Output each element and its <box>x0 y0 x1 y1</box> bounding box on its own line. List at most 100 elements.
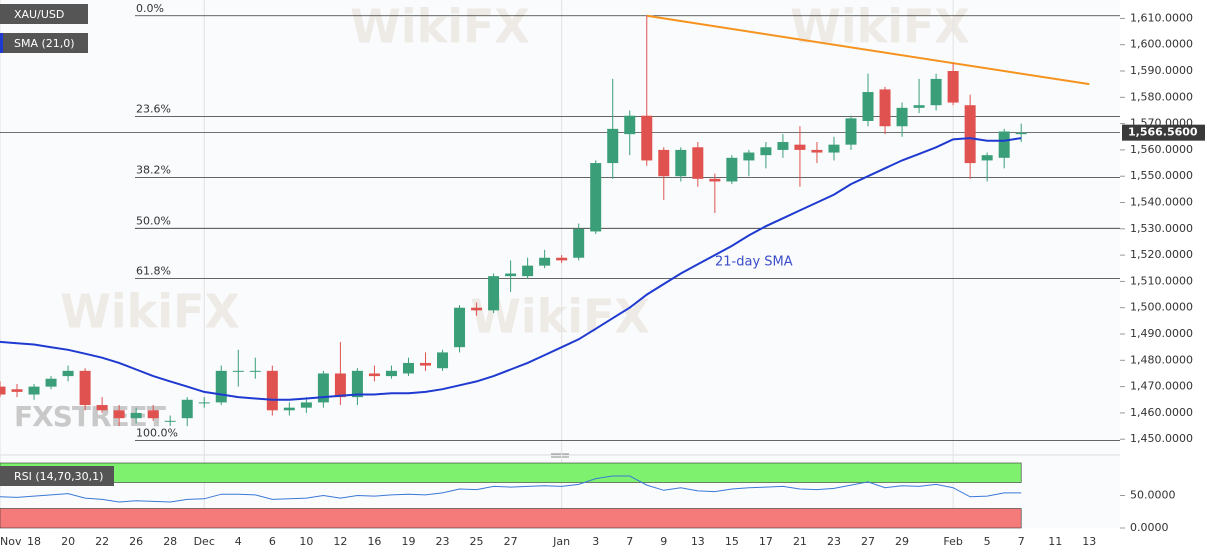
x-tick-label: 27 <box>504 535 518 548</box>
y-tick-label: 1,480.0000 <box>1130 353 1193 366</box>
legend-label[interactable]: RSI (14,70,30,1) <box>14 470 103 483</box>
candle-body <box>845 118 857 145</box>
candle-body <box>334 373 346 398</box>
legend-box[interactable] <box>0 466 114 486</box>
rsi-line <box>0 475 1022 503</box>
candle-body <box>777 142 789 150</box>
y-tick-label: 1,450.0000 <box>1130 432 1193 445</box>
y-tick-label: 1,470.0000 <box>1130 380 1193 393</box>
x-tick-label: Dec <box>194 535 215 548</box>
candle-body <box>113 410 125 419</box>
candle-body <box>28 386 40 395</box>
x-tick-label: 25 <box>470 535 484 548</box>
x-tick-label: 29 <box>895 535 909 548</box>
candle-body <box>300 402 312 408</box>
x-tick-label: Jan <box>552 535 570 548</box>
y-tick-label: 1,520.0000 <box>1130 248 1193 261</box>
trendline <box>646 14 1090 86</box>
candle-body <box>879 89 891 127</box>
candle-body <box>862 92 874 121</box>
fib-label: 23.6% <box>136 103 171 116</box>
candle-body <box>79 370 91 406</box>
candle-body <box>368 373 380 377</box>
candle-body <box>181 399 193 419</box>
y-tick-label: 1,560.0000 <box>1130 143 1193 156</box>
x-tick-label: 11 <box>1048 535 1062 548</box>
candle-body <box>471 307 483 311</box>
sma-line <box>0 137 1022 401</box>
candle-body <box>981 155 993 161</box>
candle-body <box>896 107 908 127</box>
candle-body <box>0 386 6 395</box>
candle-body <box>232 370 244 372</box>
legend-box[interactable] <box>0 4 88 24</box>
candle-body <box>164 420 176 422</box>
x-tick-label: 17 <box>759 535 773 548</box>
y-tick-label: 1,610.0000 <box>1130 11 1193 24</box>
x-tick-label: 16 <box>367 535 381 548</box>
candle-body <box>249 370 261 372</box>
legend-label[interactable]: XAU/USD <box>14 8 64 21</box>
y-tick-label: 1,500.0000 <box>1130 301 1193 314</box>
x-tick-label: Feb <box>943 535 962 548</box>
x-tick-label: 23 <box>827 535 841 548</box>
candle-body <box>658 149 670 177</box>
candle-body <box>505 273 517 277</box>
drag-handle[interactable] <box>551 453 569 458</box>
x-tick-label: 4 <box>235 535 242 548</box>
x-tick-label: 6 <box>269 535 276 548</box>
x-tick-label: 7 <box>1018 535 1025 548</box>
x-tick-label: 7 <box>626 535 633 548</box>
x-tick-label: 3 <box>592 535 599 548</box>
fib-label: 0.0% <box>136 2 164 15</box>
legend-swatch <box>0 33 3 53</box>
candle-body <box>402 362 414 374</box>
candle-body <box>522 265 534 277</box>
y-tick-label: 50.0000 <box>1130 489 1176 502</box>
candle-body <box>488 276 500 311</box>
candle-body <box>215 370 227 403</box>
candle-body <box>709 178 721 182</box>
y-tick-label: 1,490.0000 <box>1130 327 1193 340</box>
x-tick-label: 15 <box>725 535 739 548</box>
x-tick-label: 5 <box>984 535 991 548</box>
watermark: WikiFX <box>60 285 240 339</box>
candle-body <box>62 370 74 377</box>
watermark: WikiFX <box>350 0 530 54</box>
candle-body <box>675 149 687 177</box>
x-tick-label: 20 <box>61 535 75 548</box>
x-tick-label: 10 <box>299 535 313 548</box>
y-tick-label: 1,530.0000 <box>1130 222 1193 235</box>
candle-body <box>317 373 329 403</box>
candle-body <box>130 412 142 419</box>
candle-body <box>45 378 57 387</box>
y-tick-label: 1,460.0000 <box>1130 406 1193 419</box>
legend-label[interactable]: SMA (21,0) <box>14 37 75 50</box>
candle-body <box>726 157 738 182</box>
candle-body <box>811 149 823 153</box>
watermark: WikiFX <box>790 0 970 54</box>
candle-body <box>607 128 619 164</box>
watermark: WikiFX <box>470 290 650 344</box>
candle-body <box>590 163 602 232</box>
y-tick-label: 1,590.0000 <box>1130 64 1193 77</box>
oversold-band <box>0 508 1022 529</box>
candle-body <box>351 370 363 398</box>
y-tick-label: 1,550.0000 <box>1130 169 1193 182</box>
candle-body <box>266 370 278 411</box>
candle-body <box>385 370 397 377</box>
candle-body <box>913 105 925 108</box>
candle-body <box>828 144 840 153</box>
candle-body <box>760 147 772 156</box>
candle-body <box>964 105 976 164</box>
candle-body <box>283 407 295 411</box>
candle-body <box>96 405 108 411</box>
x-tick-label: 18 <box>27 535 41 548</box>
candle-body <box>794 144 806 150</box>
candle-body <box>641 115 653 161</box>
y-tick-label: 1,510.0000 <box>1130 274 1193 287</box>
x-tick-label: 12 <box>333 535 347 548</box>
legend-box[interactable] <box>0 33 88 53</box>
y-tick-label: 1,540.0000 <box>1130 196 1193 209</box>
candle-body <box>420 362 431 366</box>
